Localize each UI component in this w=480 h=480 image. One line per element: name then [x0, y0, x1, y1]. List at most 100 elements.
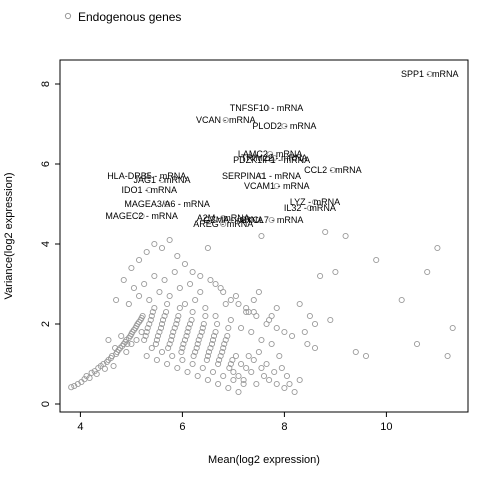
data-point [156, 288, 163, 296]
labeled-point [268, 156, 275, 164]
data-point [118, 332, 125, 340]
point-label: TNFSF10 - mRNA [230, 103, 304, 113]
data-point [123, 348, 130, 356]
y-axis: 0 2 4 6 8 [40, 81, 60, 407]
data-point [248, 328, 255, 336]
legend-entry-label: Endogenous genes [78, 10, 181, 24]
point-label: PLOD2 - mRNA [252, 121, 316, 131]
data-point [194, 340, 201, 348]
data-point [133, 336, 140, 344]
data-point [288, 332, 296, 340]
labeled-point [230, 216, 237, 224]
data-point [311, 344, 319, 352]
data-point [273, 380, 280, 388]
data-point [181, 336, 188, 344]
data-point [169, 352, 176, 360]
data-point [193, 344, 200, 352]
data-point [434, 244, 441, 252]
data-point [165, 344, 172, 352]
data-point [235, 300, 242, 308]
data-point [232, 292, 239, 300]
point-label: SPP1 - mRNA [401, 69, 459, 79]
data-point [163, 308, 170, 316]
point-label: IDO1 - mRNA [121, 185, 177, 195]
y-axis-label: Variance(log2 expression) [3, 173, 15, 300]
data-point [128, 340, 135, 348]
data-point [86, 374, 93, 382]
data-point [143, 352, 150, 360]
data-point [271, 368, 278, 376]
point-label: GZMA - mRNA [203, 215, 263, 225]
point-label: LYZ - mRNA [290, 197, 340, 207]
data-point [281, 384, 288, 392]
data-point [199, 324, 206, 332]
data-point [220, 372, 227, 380]
data-point [215, 360, 222, 368]
data-point [306, 312, 313, 320]
point-label: A2M - mRNA [197, 213, 250, 223]
data-point [93, 370, 100, 378]
data-point [212, 312, 219, 320]
data-point [204, 244, 211, 252]
labeled-point [267, 150, 274, 158]
data-point [216, 356, 223, 364]
data-point [266, 316, 273, 324]
data-point [260, 372, 268, 380]
data-point [226, 364, 233, 372]
data-point [142, 332, 149, 340]
data-point [141, 280, 148, 288]
data-point [352, 348, 359, 356]
data-point [227, 316, 234, 324]
data-point [296, 300, 303, 308]
data-point [227, 296, 234, 304]
data-point [207, 344, 214, 352]
point-label: HLA-DRB5 - mRNA [107, 171, 186, 181]
point-label: PDZK1IP1 - mRNA [233, 155, 310, 165]
data-point [220, 288, 227, 296]
data-point [148, 312, 155, 320]
data-point [71, 382, 78, 390]
data-point [178, 348, 185, 356]
data-point [212, 328, 219, 336]
data-point [180, 340, 187, 348]
data-point [135, 256, 143, 264]
point-label: JAG1 - mRNA [133, 175, 190, 185]
labeled-point [311, 198, 319, 206]
labeled-point [143, 172, 150, 180]
data-point [135, 292, 143, 300]
data-point [153, 356, 160, 364]
data-point [101, 365, 108, 372]
data-point [157, 324, 165, 332]
point-labels: SPP1 - mRNA TNFSF10 - mRNA VCAN - mRNAPLOD… [105, 69, 458, 229]
point-label: IL32 - mRNA [284, 203, 336, 213]
labeled-point [220, 214, 227, 222]
data-point [413, 340, 421, 348]
data-point [195, 336, 202, 344]
data-point [188, 316, 195, 324]
data-point [311, 320, 319, 328]
data-point [449, 324, 456, 332]
data-point [266, 376, 273, 384]
data-point [217, 352, 224, 360]
data-point [158, 348, 166, 356]
data-point [291, 388, 298, 396]
data-point [110, 362, 117, 370]
data-point [189, 268, 196, 276]
data-point [105, 336, 112, 344]
data-point [158, 244, 166, 252]
x-tick-label: 8 [281, 421, 287, 433]
data-point [153, 336, 160, 344]
plot-frame [59, 59, 469, 413]
y-tick-label: 2 [40, 321, 52, 327]
point-label: SERPINA1 - mRNA [222, 171, 301, 181]
data-point [179, 344, 186, 352]
data-point [373, 256, 380, 264]
data-point [203, 356, 210, 364]
data-point [174, 252, 181, 260]
point-label: VCAN - mRNA [196, 115, 256, 125]
data-point [245, 352, 252, 360]
data-point [224, 332, 231, 340]
data-point [253, 380, 260, 388]
data-point [186, 320, 194, 328]
